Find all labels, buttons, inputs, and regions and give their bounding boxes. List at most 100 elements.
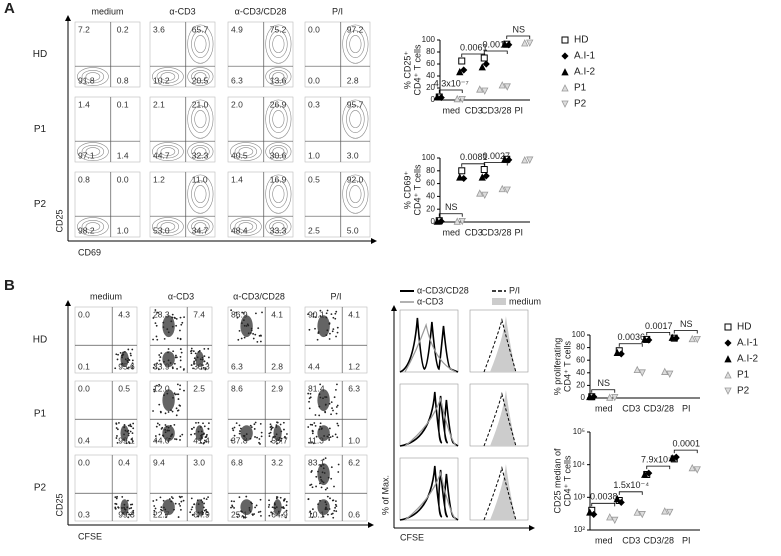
legend-label: P2 (737, 386, 750, 397)
data-point (458, 167, 466, 175)
comparison-bracket (461, 163, 486, 167)
event-dot (334, 317, 337, 320)
data-point (638, 511, 646, 519)
contour (238, 222, 254, 231)
event-dot (191, 506, 194, 509)
event-dot (307, 392, 310, 395)
event-dot (121, 496, 124, 498)
contour (238, 147, 254, 156)
event-dot (164, 412, 167, 415)
event-dot (114, 496, 117, 499)
quadrant-value: 1.4 (117, 150, 129, 160)
legend-marker (724, 371, 732, 379)
event-dot (192, 367, 194, 370)
axis-label: CD69 (78, 247, 101, 257)
event-dot (268, 499, 270, 502)
event-dot (152, 338, 154, 341)
y-tick-label: 100 (422, 35, 436, 44)
data-point (586, 392, 594, 401)
quadrant-value: 25.1 (231, 509, 248, 519)
plot-frame (74, 454, 138, 522)
density-core (273, 499, 282, 516)
event-dot (182, 499, 185, 502)
data-point (672, 453, 680, 461)
quadrant-value: 22.7 (153, 509, 170, 519)
event-dot (128, 507, 131, 510)
event-dot (251, 514, 254, 516)
event-dot (203, 425, 206, 428)
y-axis-label: CD25 median of (552, 448, 562, 514)
event-dot (125, 442, 128, 445)
event-dot (154, 507, 157, 510)
event-dot (180, 323, 183, 326)
event-dot (281, 514, 284, 516)
axis-label: CFSE (400, 532, 424, 542)
histogram (490, 390, 516, 446)
quadrant-value: 0.4 (78, 435, 90, 445)
event-dot (315, 485, 317, 488)
event-dot (336, 436, 339, 439)
event-dot (336, 404, 339, 407)
contour (152, 217, 184, 236)
event-dot (183, 389, 185, 392)
comparison-bracket (646, 332, 671, 336)
quadrant-value: 2.0 (231, 99, 243, 109)
event-dot (259, 510, 262, 513)
event-dot (243, 312, 245, 314)
event-dot (254, 506, 256, 509)
event-dot (316, 338, 319, 341)
event-dot (193, 503, 196, 506)
quadrant-value: 0.0 (308, 24, 320, 34)
event-dot (333, 485, 335, 488)
quadrant-value: 91.8 (78, 75, 95, 85)
data-point (526, 39, 534, 47)
quadrant-value: 3.6 (153, 24, 165, 34)
event-dot (193, 426, 195, 429)
data-point (433, 217, 441, 225)
event-dot (337, 424, 340, 427)
event-dot (312, 508, 314, 511)
event-dot (174, 502, 177, 505)
density-core (317, 389, 330, 412)
event-dot (337, 471, 340, 473)
contour (81, 219, 105, 234)
event-dot (115, 497, 118, 500)
comparison-bracket (673, 449, 698, 454)
quadrant-value: 9.4 (153, 457, 165, 467)
quadrant-value: 81.4 (308, 383, 325, 393)
contour (272, 147, 285, 156)
contour (187, 142, 214, 161)
event-dot (253, 428, 256, 430)
event-dot (238, 329, 241, 332)
event-dot (116, 441, 119, 444)
y-tick-label: 10³ (573, 492, 585, 501)
event-dot (127, 424, 130, 427)
density-core (162, 425, 175, 442)
data-point (693, 336, 701, 344)
event-dot (276, 496, 279, 498)
event-dot (181, 495, 183, 498)
contour (269, 180, 288, 208)
quadrant-value: 1.2 (153, 174, 165, 184)
data-point (481, 191, 489, 200)
quadrant-value: 2.5 (308, 225, 320, 235)
event-dot (190, 428, 193, 430)
data-point (501, 155, 509, 163)
quadrant-value: 6.3 (231, 75, 243, 85)
event-dot (253, 513, 256, 515)
plot-frame (304, 454, 368, 522)
x-tick-label: med (442, 227, 460, 237)
row-label: P2 (34, 199, 47, 210)
event-dot (152, 410, 154, 412)
y-axis-label: CD4⁺ T cells (412, 44, 422, 95)
event-dot (114, 507, 117, 510)
data-point (458, 217, 466, 226)
quadrant-value: 33.9 (153, 361, 170, 371)
contour (187, 217, 214, 236)
event-dot (167, 411, 170, 413)
event-dot (153, 364, 156, 366)
event-dot (131, 432, 134, 435)
event-dot (127, 499, 129, 502)
event-dot (285, 500, 288, 503)
event-dot (260, 514, 262, 517)
